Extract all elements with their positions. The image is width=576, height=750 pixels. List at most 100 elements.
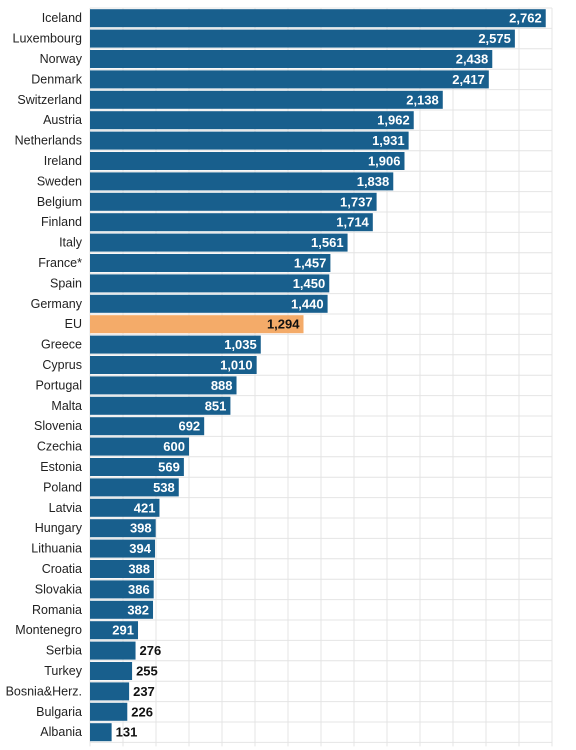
category-label: Hungary xyxy=(35,521,83,535)
bar-iceland xyxy=(90,9,546,28)
bar-switzerland xyxy=(90,90,443,109)
bar-bulgaria xyxy=(90,702,128,721)
value-label: 291 xyxy=(112,623,134,638)
value-label: 851 xyxy=(205,398,227,413)
category-label: Iceland xyxy=(42,11,82,25)
category-label: Bosnia&Herz. xyxy=(6,684,82,698)
bar-lithuania xyxy=(90,539,156,558)
category-label: Finland xyxy=(41,215,82,229)
category-label: Lithuania xyxy=(31,542,82,556)
category-label: Sweden xyxy=(37,174,82,188)
category-label: Turkey xyxy=(44,664,82,678)
value-label: 255 xyxy=(136,664,158,679)
bar-cyprus xyxy=(90,356,257,374)
bar-estonia xyxy=(90,458,184,476)
value-labels: 2,762 2,575 2,438 2,417 2,138 1,962 1,931 1,906… xyxy=(112,11,541,740)
bar-slovakia xyxy=(90,580,154,599)
bar-austria xyxy=(90,111,414,130)
bar-croatia xyxy=(90,560,155,578)
bar-denmark xyxy=(90,70,489,89)
value-label: 386 xyxy=(128,582,150,597)
value-label: 538 xyxy=(153,480,175,495)
value-label: 1,561 xyxy=(311,235,344,250)
bar-romania xyxy=(90,600,154,619)
value-label: 2,417 xyxy=(452,72,485,87)
category-label: Denmark xyxy=(31,72,82,86)
category-label: Latvia xyxy=(49,501,82,515)
value-label: 421 xyxy=(134,500,156,515)
value-label: 1,294 xyxy=(267,317,300,332)
value-label: 2,138 xyxy=(406,92,439,107)
bar-montenegro xyxy=(90,621,139,640)
category-label: Montenegro xyxy=(15,623,82,637)
bar-czechia xyxy=(90,437,189,456)
category-label: Poland xyxy=(43,480,82,494)
category-label: Portugal xyxy=(35,378,82,392)
value-label: 276 xyxy=(140,643,162,658)
category-label: Slovenia xyxy=(34,419,82,433)
category-label: Czechia xyxy=(37,440,82,454)
bar-hungary xyxy=(90,519,156,538)
value-label: 1,838 xyxy=(357,174,390,189)
category-label: Malta xyxy=(51,399,82,413)
bar-germany xyxy=(90,294,328,313)
bar-turkey xyxy=(90,662,133,680)
value-label: 1,450 xyxy=(293,276,326,291)
value-label: 1,035 xyxy=(224,337,257,352)
bar-portugal xyxy=(90,376,237,395)
bar-bosnia-herz xyxy=(90,682,130,701)
bar-malta xyxy=(90,396,231,415)
category-label: Netherlands xyxy=(15,134,82,148)
category-label: Croatia xyxy=(42,562,82,576)
category-label: Bulgaria xyxy=(36,705,82,719)
value-label: 382 xyxy=(127,602,149,617)
category-label: Spain xyxy=(50,276,82,290)
value-label: 131 xyxy=(116,725,138,740)
bar-serbia xyxy=(90,641,136,660)
category-label: Luxembourg xyxy=(13,32,83,46)
category-label: France* xyxy=(38,256,82,270)
bar-poland xyxy=(90,478,179,497)
value-label: 1,010 xyxy=(220,358,253,373)
value-label: 1,737 xyxy=(340,194,373,209)
value-label: 600 xyxy=(163,439,185,454)
bars xyxy=(90,9,546,742)
bar-ireland xyxy=(90,152,405,170)
value-label: 398 xyxy=(130,521,152,536)
value-label: 226 xyxy=(131,704,153,719)
category-label: Serbia xyxy=(46,644,82,658)
bar-luxembourg xyxy=(90,29,515,48)
value-label: 394 xyxy=(129,541,151,556)
category-label: Estonia xyxy=(40,460,82,474)
category-labels: Iceland Luxembourg Norway Denmark Switzerlan… xyxy=(6,11,83,739)
category-label: Austria xyxy=(43,113,82,127)
category-label: Cyprus xyxy=(42,358,82,372)
value-label: 569 xyxy=(158,460,180,475)
bar-slovenia xyxy=(90,417,205,436)
bar-italy xyxy=(90,233,348,252)
value-label: 1,714 xyxy=(336,215,369,230)
value-label: 692 xyxy=(178,419,200,434)
bar-finland xyxy=(90,213,373,232)
bar-netherlands xyxy=(90,131,409,150)
value-label: 2,438 xyxy=(456,52,489,67)
value-label: 1,931 xyxy=(372,133,405,148)
category-label: Switzerland xyxy=(17,93,82,107)
bar-norway xyxy=(90,50,493,68)
bar-albania xyxy=(90,723,112,742)
bar-greece xyxy=(90,335,261,354)
value-label: 388 xyxy=(128,562,150,577)
category-label: Greece xyxy=(41,338,82,352)
value-label: 237 xyxy=(133,684,155,699)
category-label: Slovakia xyxy=(35,582,82,596)
bar-sweden xyxy=(90,172,394,191)
category-label: Norway xyxy=(40,52,83,66)
category-label: EU xyxy=(65,317,82,331)
bar-spain xyxy=(90,274,330,293)
category-label: Germany xyxy=(31,297,83,311)
bar-latvia xyxy=(90,498,160,517)
bar-eu xyxy=(90,315,304,334)
value-label: 1,906 xyxy=(368,154,401,169)
category-label: Albania xyxy=(40,725,82,739)
